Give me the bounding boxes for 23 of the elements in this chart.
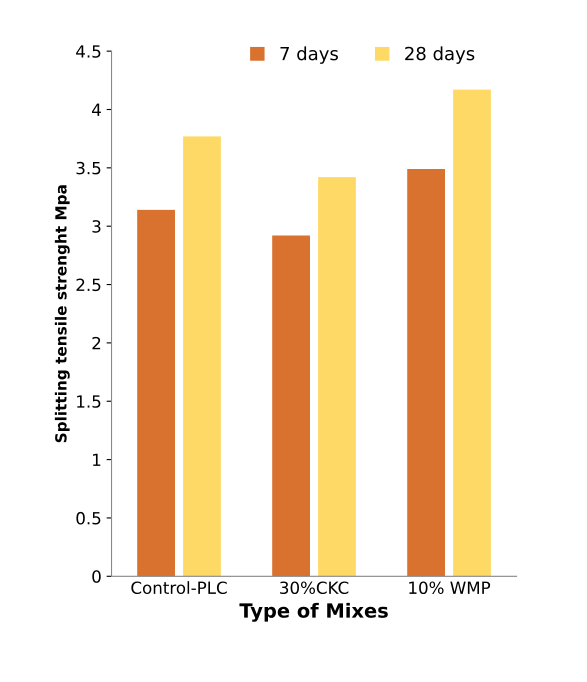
bar: [183, 136, 221, 576]
y-tick-label: 4: [92, 104, 101, 116]
y-tick-label: 1: [93, 454, 100, 466]
y-axis-title: Splitting tensile strenght Mpa: [54, 185, 70, 442]
y-tick-label: 4.5: [76, 45, 100, 58]
y-tick-label: 0: [92, 570, 101, 583]
legend-label: 28 days: [405, 46, 474, 64]
y-tick-label: 3.5: [76, 162, 100, 174]
legend-label: 7 days: [280, 46, 338, 64]
bar: [272, 236, 310, 576]
bar: [318, 177, 356, 576]
x-tick-label: Control-PLC: [131, 581, 227, 594]
bar: [453, 90, 491, 576]
y-tick-label: 0.5: [76, 512, 100, 525]
bar: [137, 210, 175, 576]
x-tick-label: 10% WMP: [409, 581, 490, 594]
y-tick-label: 2: [92, 336, 100, 350]
y-tick-label: 2.5: [76, 278, 100, 292]
y-tick-label: 1.5: [77, 395, 100, 408]
bar: [407, 169, 446, 576]
x-axis-title: Type of Mixes: [239, 602, 388, 622]
y-tick-label: 3: [92, 220, 100, 233]
x-tick-label: 30%CKC: [280, 581, 348, 594]
